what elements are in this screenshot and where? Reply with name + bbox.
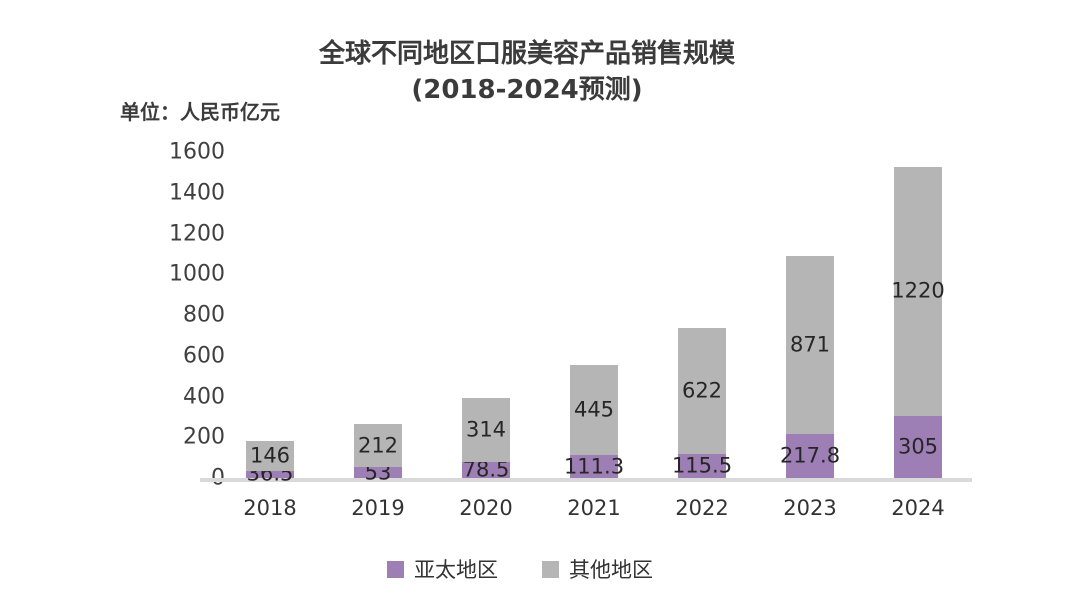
- data-label-other-regions-2018: 146: [249, 443, 291, 468]
- x-label-2021: 2021: [567, 496, 621, 520]
- plot-area: 36.5 146 2018 53 212 2019 78.5 314 2020 111.3 445 2…: [200, 152, 975, 520]
- bar-segment-asia-pacific-2018: [246, 470, 294, 478]
- bar-segment-other-regions-2019: [354, 424, 402, 468]
- legend-label-asia-pacific: 亚太地区: [414, 558, 498, 582]
- bar-2018: 36.5 146: [246, 152, 294, 485]
- chart-title-line1: 全球不同地区口服美容产品销售规模: [318, 39, 735, 69]
- bar-segment-other-regions-2018: [246, 440, 294, 471]
- bar-2022: 115.5 622: [672, 152, 732, 478]
- unit-label: 单位：人民币亿元: [120, 100, 280, 124]
- x-label-2018: 2018: [243, 496, 297, 520]
- data-label-other-regions-2021: 445: [573, 397, 615, 422]
- bar-2023: 217.8 871: [780, 152, 840, 478]
- y-tick-600: 600: [183, 343, 225, 369]
- y-axis: 02004006008001000120014001600: [120, 0, 225, 605]
- bar-segment-other-regions-2021: [570, 364, 618, 456]
- data-label-other-regions-2024: 1220: [891, 279, 945, 304]
- y-tick-1200: 1200: [169, 221, 225, 246]
- legend-item-asia-pacific: 亚太地区: [387, 554, 498, 584]
- bar-segment-other-regions-2024: [894, 167, 942, 416]
- data-label-asia-pacific-2021: 111.3: [563, 454, 625, 479]
- legend-swatch-asia-pacific: [387, 560, 404, 578]
- chart-title-line2: (2018-2024预测): [411, 75, 643, 105]
- bar-segment-other-regions-2020: [462, 398, 510, 463]
- bar-segment-asia-pacific-2020: [462, 462, 510, 478]
- bar-segment-asia-pacific-2019: [354, 467, 402, 478]
- legend-item-other-regions: 其他地区: [542, 554, 653, 584]
- bar-segment-asia-pacific-2021: [570, 455, 618, 478]
- x-label-2024: 2024: [891, 496, 945, 520]
- bar-2020: 78.5 314: [462, 152, 510, 482]
- y-tick-1600: 1600: [169, 139, 225, 165]
- y-tick-1400: 1400: [169, 180, 225, 206]
- legend: 亚太地区 其他地区: [0, 554, 1040, 584]
- y-tick-800: 800: [183, 302, 225, 328]
- legend-swatch-other-regions: [542, 560, 559, 578]
- data-label-asia-pacific-2023: 217.8: [779, 443, 841, 468]
- bar-segment-other-regions-2022: [678, 327, 726, 455]
- x-label-2020: 2020: [459, 496, 513, 520]
- bar-segment-asia-pacific-2024: [894, 415, 942, 478]
- data-label-asia-pacific-2022: 115.5: [671, 453, 733, 478]
- x-label-2022: 2022: [675, 496, 729, 520]
- bar-2024: 305 1220: [891, 152, 945, 478]
- x-label-2019: 2019: [351, 496, 405, 520]
- y-tick-1000: 1000: [169, 261, 225, 287]
- legend-label-other-regions: 其他地区: [569, 558, 653, 582]
- data-label-other-regions-2019: 212: [357, 433, 399, 458]
- y-tick-400: 400: [183, 384, 225, 409]
- data-label-other-regions-2023: 871: [789, 332, 831, 357]
- data-label-other-regions-2020: 314: [465, 417, 507, 442]
- data-label-asia-pacific-2020: 78.5: [462, 457, 510, 482]
- data-label-asia-pacific-2024: 305: [897, 434, 939, 459]
- bar-segment-other-regions-2023: [786, 256, 834, 434]
- chart-title: 全球不同地区口服美容产品销售规模 (2018-2024预测): [0, 36, 1054, 108]
- bar-segment-asia-pacific-2023: [786, 433, 834, 478]
- x-label-2023: 2023: [783, 496, 837, 520]
- y-tick-200: 200: [183, 424, 225, 450]
- bar-2019: 53 212: [354, 152, 402, 484]
- bar-2021: 111.3 445: [564, 152, 624, 478]
- data-label-other-regions-2022: 622: [681, 378, 723, 403]
- bar-segment-asia-pacific-2022: [678, 454, 726, 478]
- x-axis-line: [200, 478, 972, 482]
